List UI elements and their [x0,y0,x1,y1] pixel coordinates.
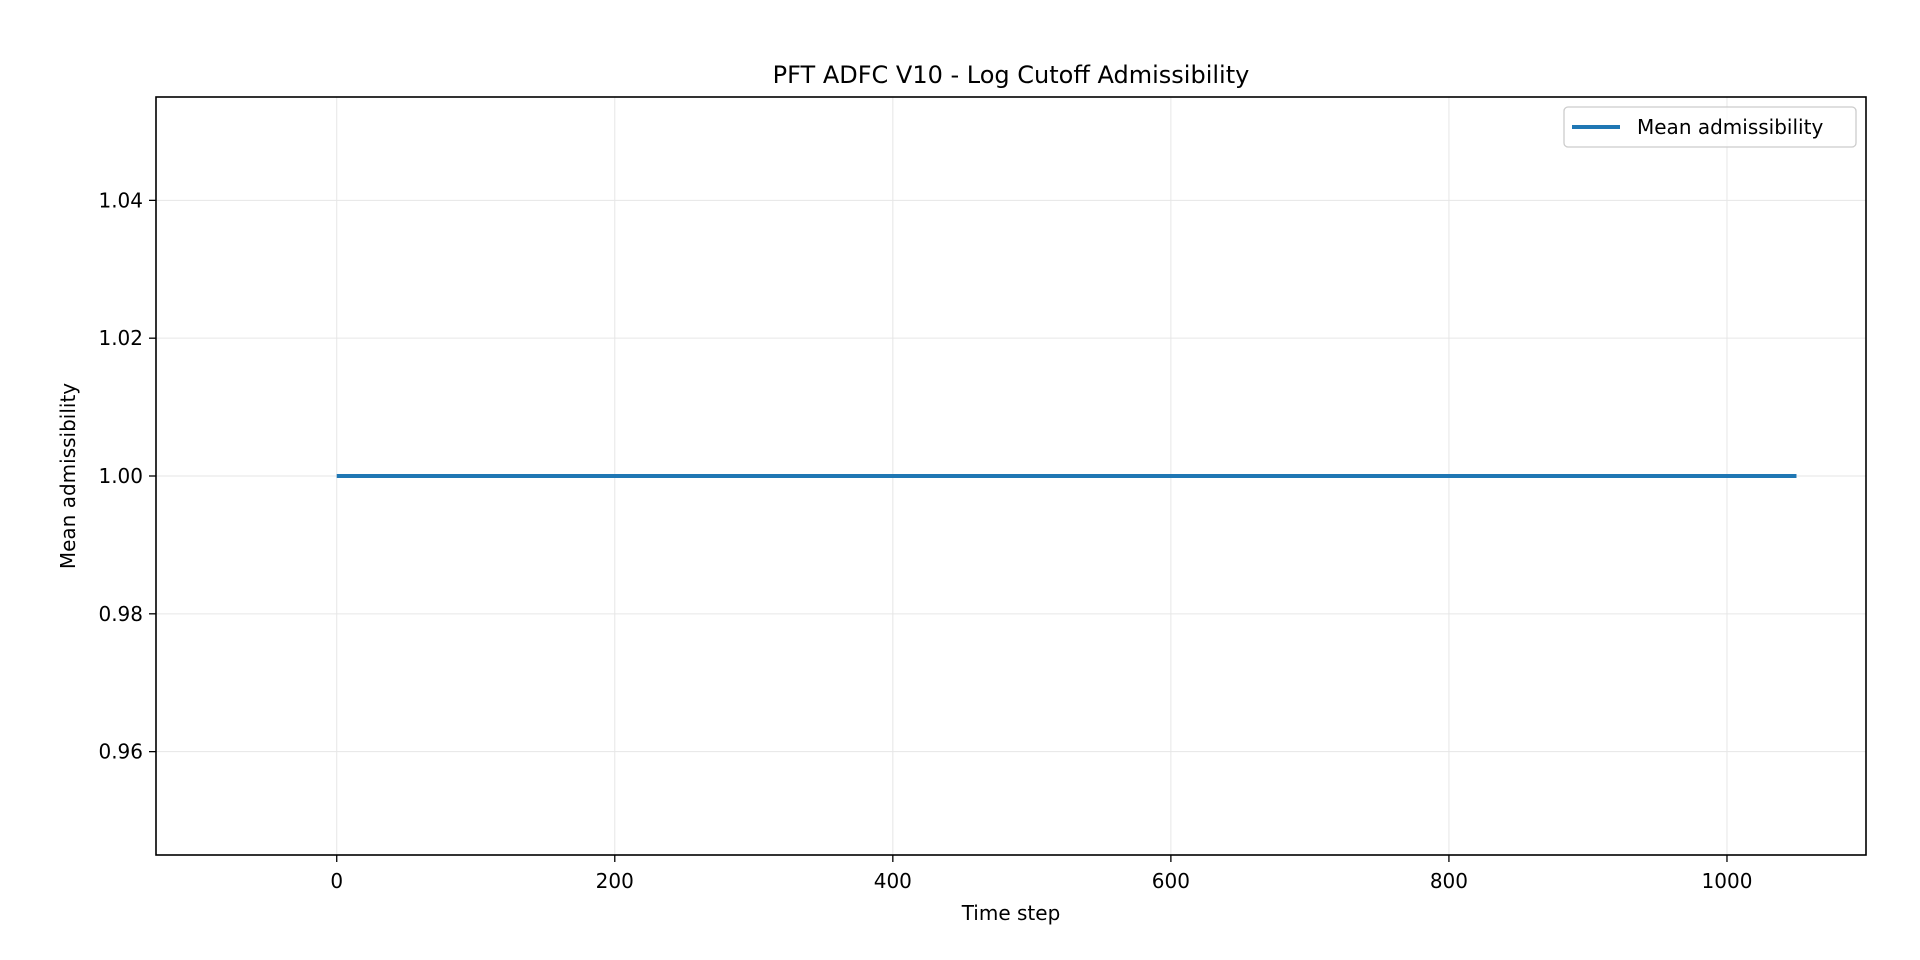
legend-box [1563,106,1857,148]
x-tick-label: 600 [1152,869,1190,893]
y-tick-label: 1.04 [98,188,143,212]
legend: Mean admissibility [1563,106,1857,148]
x-axis-label: Time step [961,901,1061,925]
chart-title: PFT ADFC V10 - Log Cutoff Admissibility [773,61,1250,89]
legend-label: Mean admissibility [1637,115,1823,139]
x-tick-label: 400 [874,869,912,893]
x-tick-label: 0 [330,869,343,893]
x-tick-label: 200 [596,869,634,893]
y-tick-label: 1.00 [98,464,143,488]
y-tick-label: 0.96 [98,740,143,764]
x-tick-label: 800 [1430,869,1468,893]
x-tick-label: 1000 [1702,869,1753,893]
ticks: 0 200 400 600 800 1000 0.96 0.98 1.00 1.02 1.04 [98,188,1752,893]
y-axis-label: Mean admissibility [56,383,80,569]
y-tick-label: 1.02 [98,326,143,350]
y-tick-label: 0.98 [98,602,143,626]
